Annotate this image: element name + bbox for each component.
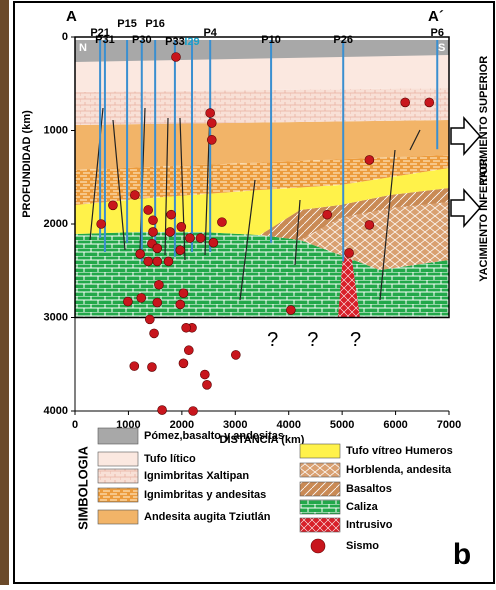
section-start: A <box>66 8 77 25</box>
earthquake <box>150 329 159 338</box>
earthquake <box>286 306 295 315</box>
well-label: P31 <box>95 34 115 46</box>
y-tick-label: 3000 <box>44 311 68 323</box>
legend-label: Andesita augita Tziutlán <box>144 511 271 523</box>
legend-label: Intrusivo <box>346 519 393 531</box>
earthquake <box>137 293 146 302</box>
legend-label: Ignimbritas y andesitas <box>144 489 266 501</box>
earthquake <box>145 315 154 324</box>
earthquake <box>206 109 215 118</box>
earthquake <box>200 370 209 379</box>
earthquake <box>185 234 194 243</box>
x-tick-label: 0 <box>72 419 78 431</box>
earthquake <box>167 210 176 219</box>
earthquake <box>176 246 185 255</box>
legend-label: Tufo vítreo Humeros <box>346 445 453 457</box>
earthquake <box>136 249 145 258</box>
side-strip <box>0 0 9 585</box>
legend-label: Caliza <box>346 501 379 513</box>
well-label: P6 <box>431 27 444 39</box>
earthquake <box>207 119 216 128</box>
earthquake <box>153 298 162 307</box>
well-label: P26 <box>333 34 353 46</box>
x-tick-label: 6000 <box>383 419 407 431</box>
legend-label: Ignimbritas Xaltipan <box>144 470 249 482</box>
earthquake <box>425 98 434 107</box>
earthquake <box>231 350 240 359</box>
earthquake <box>196 234 205 243</box>
earthquake <box>153 244 162 253</box>
earthquake <box>158 406 167 415</box>
earthquake <box>164 257 173 266</box>
earthquake <box>179 289 188 298</box>
reservoir-arrows <box>451 118 480 226</box>
x-tick-label: 7000 <box>437 419 461 431</box>
well-label: P10 <box>261 34 281 46</box>
earthquake <box>207 135 216 144</box>
legend-label: Basaltos <box>346 483 392 495</box>
earthquake <box>108 201 117 210</box>
earthquake <box>144 257 153 266</box>
earthquake <box>209 238 218 247</box>
legend-title: SIMBOLOGIA <box>75 446 90 530</box>
earthquake <box>189 407 198 416</box>
earthquake <box>154 280 163 289</box>
y-tick-label: 1000 <box>44 124 68 136</box>
earthquake <box>217 218 226 227</box>
legend-label: Pómez,basalto y andesitas <box>144 430 284 442</box>
reservoir-label: YACIMIENTO INFERIOR <box>478 158 490 282</box>
earthquake <box>130 362 139 371</box>
well-label: P15 <box>117 18 137 30</box>
earthquake <box>171 53 180 62</box>
earthquake <box>179 359 188 368</box>
well-label: P33 <box>165 36 185 48</box>
earthquake <box>123 297 132 306</box>
question-mark: ? <box>307 329 318 351</box>
earthquake <box>345 248 354 257</box>
earthquake <box>144 205 153 214</box>
legend-label: Tufo lítico <box>144 453 196 465</box>
earthquake <box>97 220 106 229</box>
earthquake <box>401 98 410 107</box>
well-label: P30 <box>132 34 152 46</box>
y-tick-label: 2000 <box>44 218 68 230</box>
legend-label: Sismo <box>346 540 379 552</box>
earthquake <box>149 216 158 225</box>
geology <box>75 37 449 318</box>
well-label: P4 <box>203 27 217 39</box>
earthquake <box>166 227 175 236</box>
earthquake <box>202 380 211 389</box>
earthquake <box>149 227 158 236</box>
earthquake <box>177 222 186 231</box>
earthquake <box>184 346 193 355</box>
north-label: N <box>79 42 87 54</box>
well-label: I29 <box>184 36 199 48</box>
earthquake <box>147 363 156 372</box>
y-tick-label: 4000 <box>44 405 68 417</box>
earthquake <box>130 191 139 200</box>
question-mark: ? <box>267 329 278 351</box>
x-tick-label: 5000 <box>330 419 354 431</box>
legend-label: Horblenda, andesita <box>346 464 452 476</box>
well-label: P16 <box>145 18 165 30</box>
earthquake <box>365 155 374 164</box>
earthquake <box>176 300 185 309</box>
panel-label: b <box>453 538 471 571</box>
figure: 0100020003000400001000200030004000500060… <box>0 0 496 585</box>
earthquake <box>182 323 191 332</box>
section-end: A´ <box>428 8 444 25</box>
y-axis-title: PROFUNDIDAD (km) <box>21 110 33 218</box>
y-tick-label: 0 <box>62 31 68 43</box>
question-mark: ? <box>350 329 361 351</box>
earthquake <box>365 220 374 229</box>
south-label: S <box>438 42 445 54</box>
earthquake <box>153 257 162 266</box>
earthquake <box>323 210 332 219</box>
